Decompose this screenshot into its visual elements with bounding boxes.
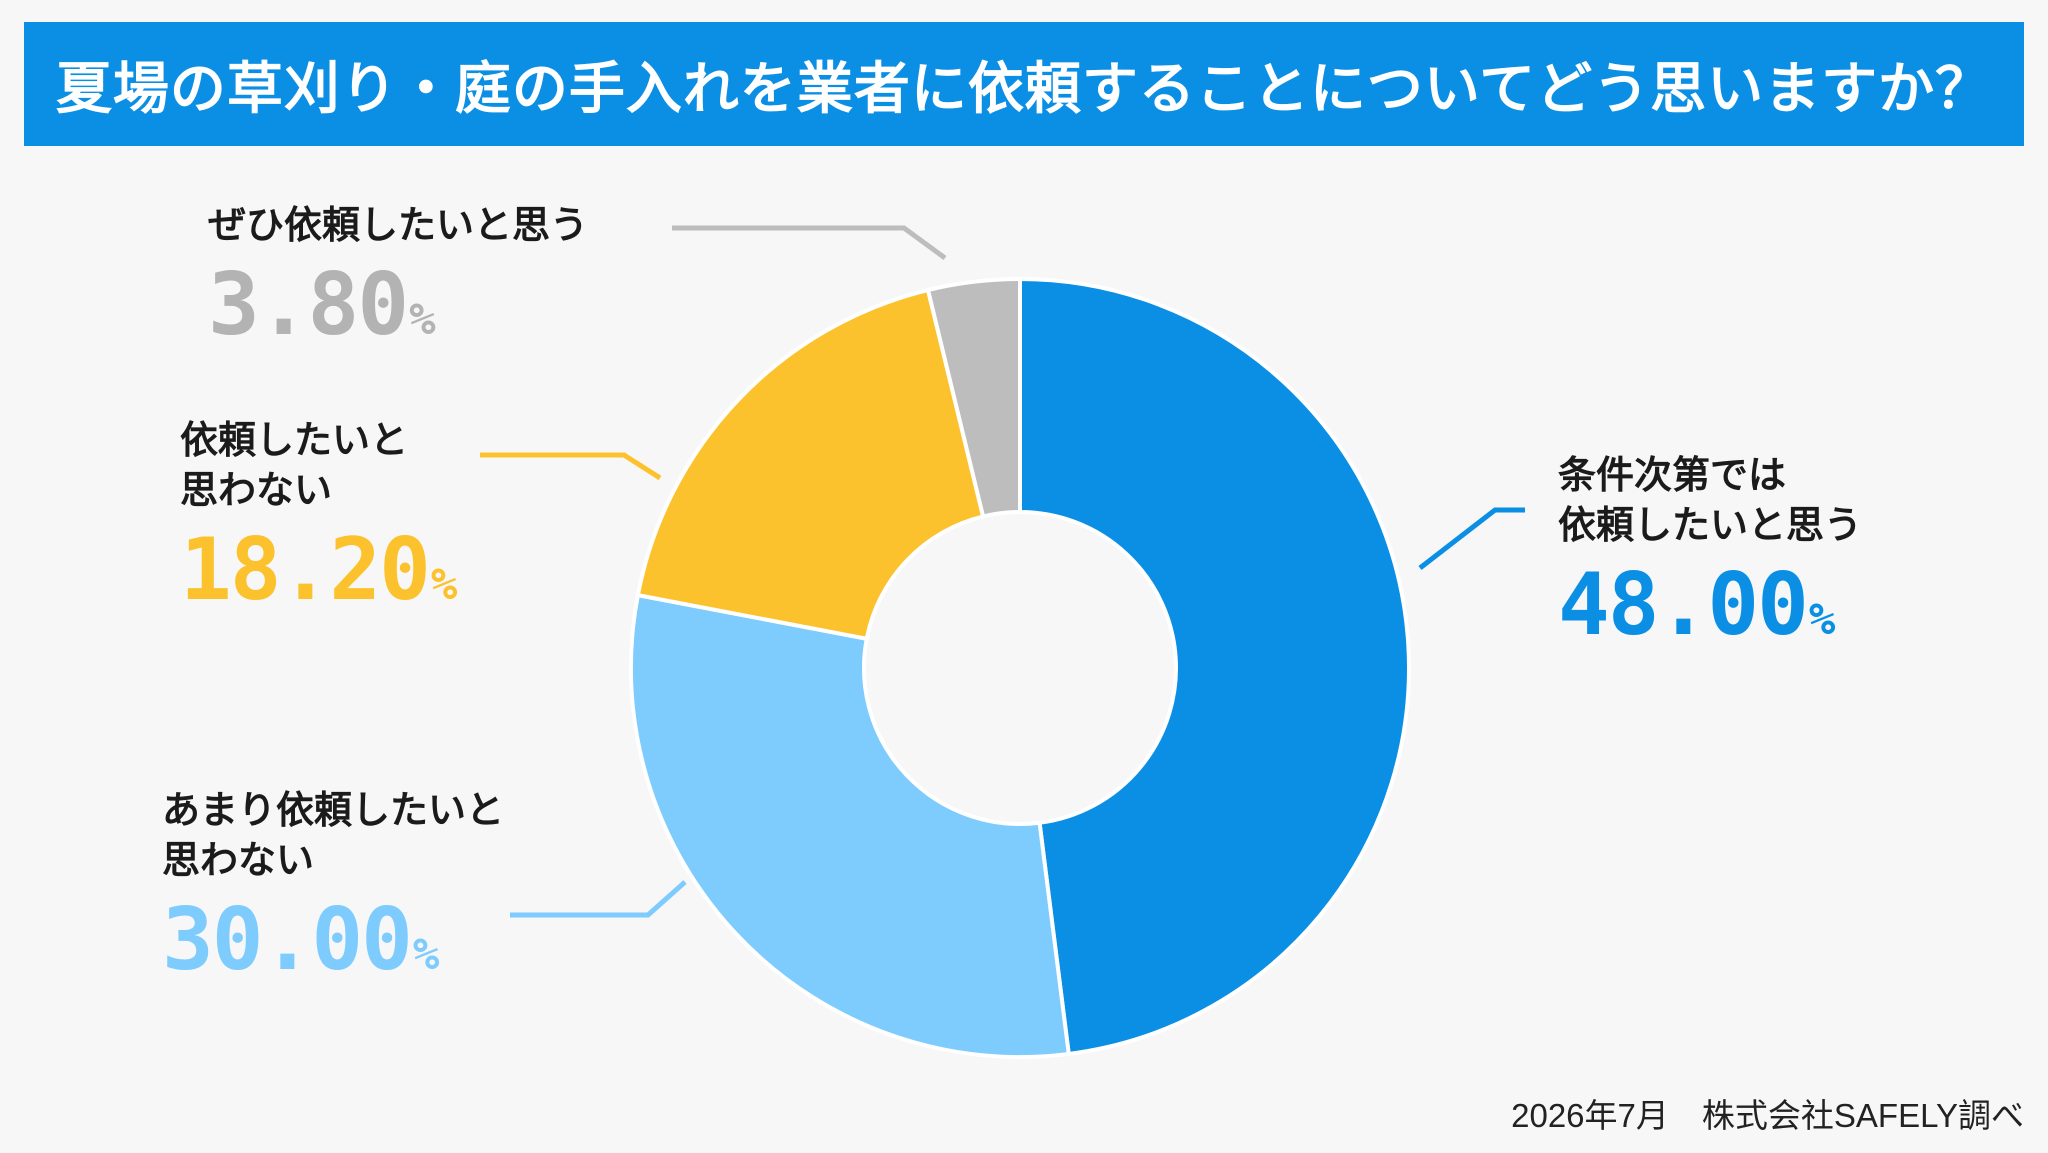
slice-label-1: あまり依頼したいと 思わない 30.00% [162,785,504,983]
slice-value: 48.00 [1558,555,1809,656]
slice-label-line: 思わない [162,838,315,883]
slice-label-line: ぜひ依頼したいと思う [208,203,589,247]
slice-value-text: 30.00% [162,897,504,983]
slice-label-line: あまり依頼したいと [162,788,505,832]
slice-label-line: 依頼したいと思う [1558,503,1863,548]
donut-slice-0 [1018,276,1411,1057]
donut-slice-2 [635,287,986,642]
slice-value: 18.20 [180,520,431,621]
slice-label-line: 依頼したいと [180,418,409,462]
percent-sign: % [409,294,436,346]
donut-slice-3 [925,276,1022,519]
donut-slice-1 [629,592,1071,1059]
slice-label-line: 条件次第では [1558,453,1787,497]
title-bar: 夏場の草刈り・庭の手入れを業者に依頼することについてどう思いますか？ [24,22,2024,146]
slice-value-text: 18.20% [180,527,457,613]
slice-value: 30.00 [162,890,413,991]
source-note: 2026年7月 株式会社SAFELY調べ [1511,1097,2024,1134]
slice-value: 3.80 [208,255,409,356]
slice-value-text: 48.00% [1558,562,1862,648]
slice-label-2: 依頼したいと 思わない 18.20% [180,415,457,613]
leader-line-0 [1418,507,1525,570]
percent-sign: % [412,929,440,981]
leader-line-3 [672,225,947,261]
slice-label-3: ぜひ依頼したいと思う 3.80% [208,200,588,348]
leader-line-2 [480,452,662,481]
percent-sign: % [1808,594,1836,646]
slice-label-line: 思わない [180,468,333,513]
chart-title: 夏場の草刈り・庭の手入れを業者に依頼することについてどう思いますか？ [55,56,1993,122]
percent-sign: % [430,559,458,611]
slice-value-text: 3.80% [208,262,588,348]
leader-line-1 [510,880,687,918]
slice-label-0: 条件次第では依頼したいと思う 48.00% [1558,450,1862,648]
